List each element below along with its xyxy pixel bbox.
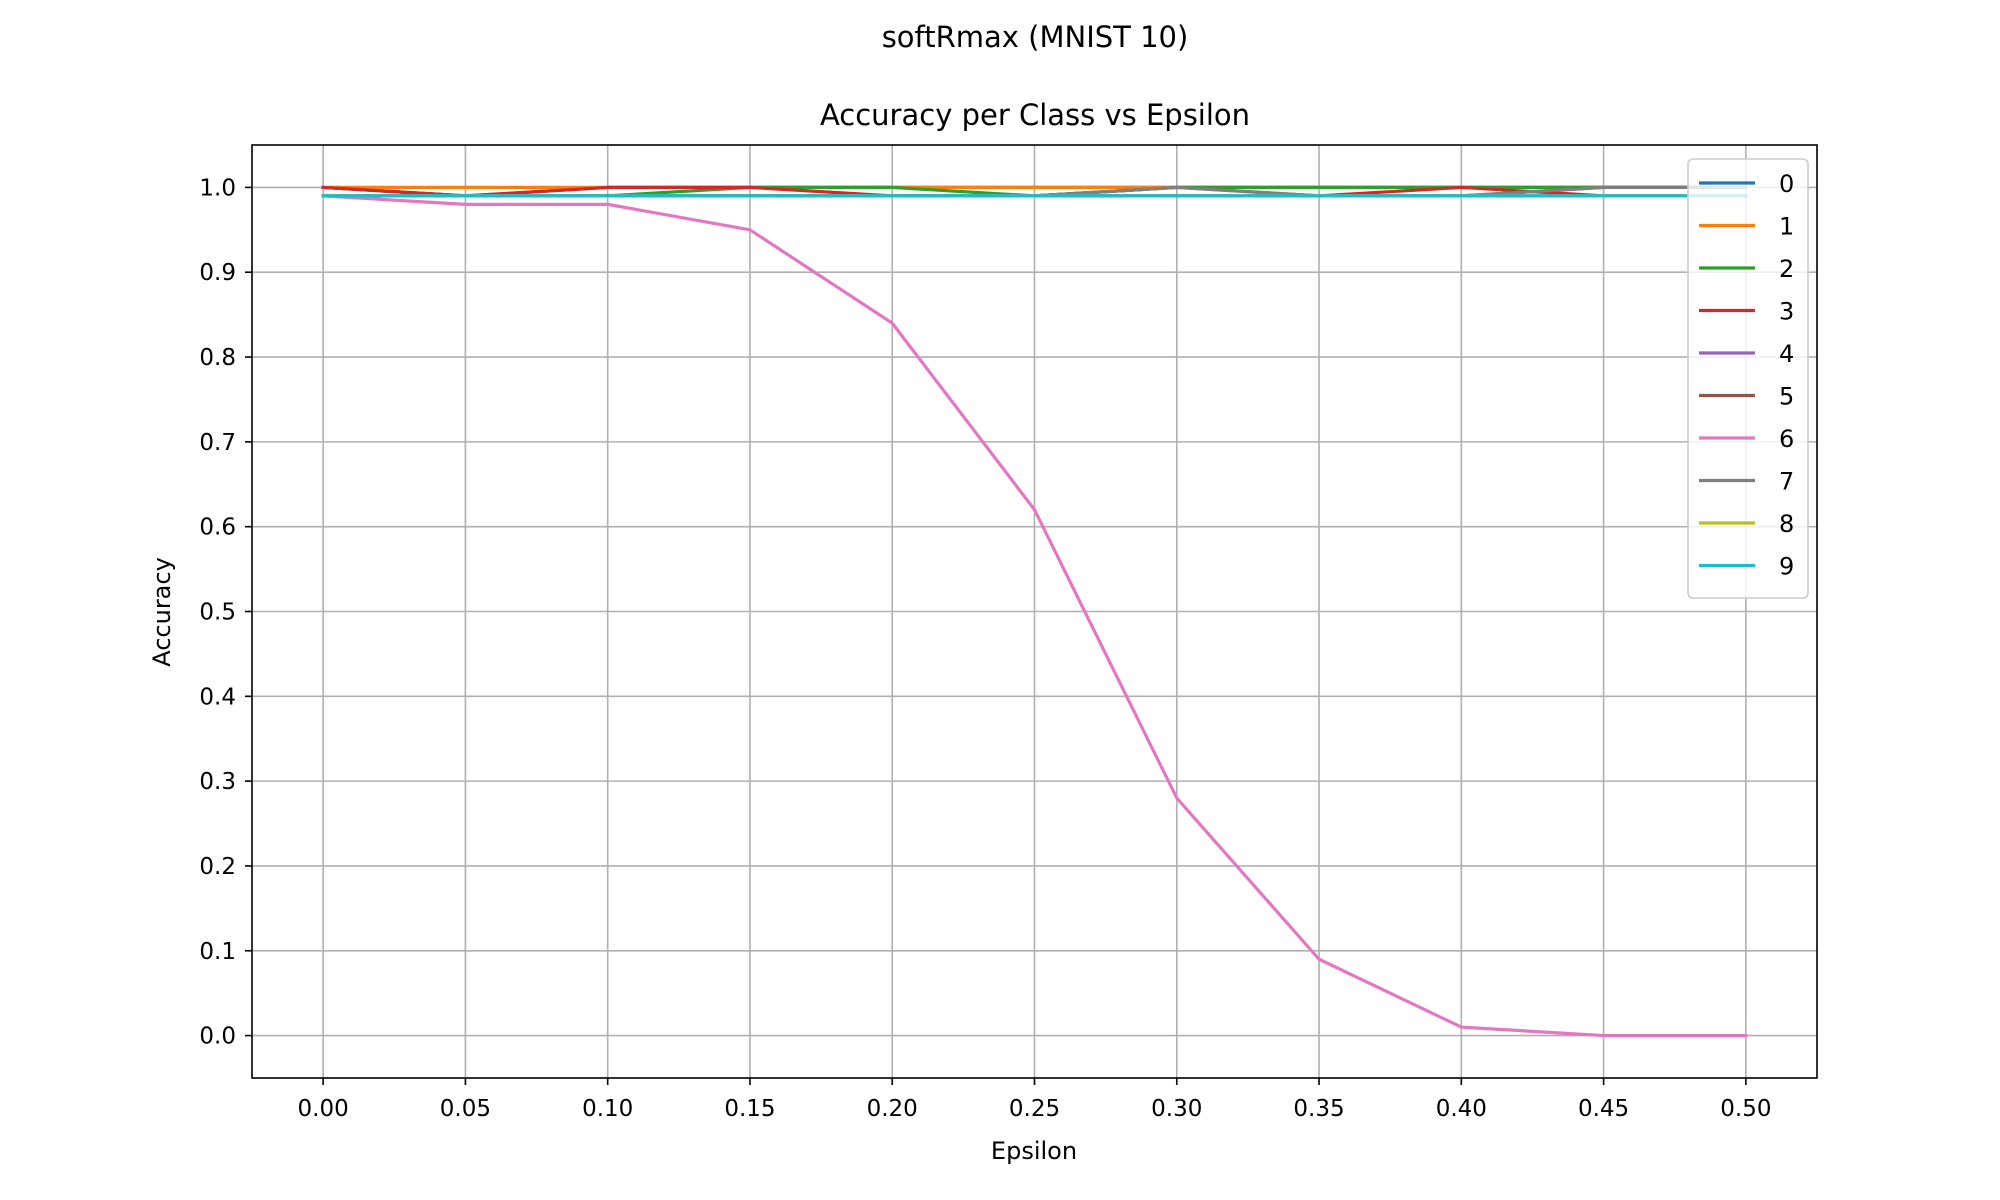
figure-suptitle: softRmax (MNIST 10) — [882, 20, 1189, 54]
legend-label-7: 7 — [1779, 468, 1794, 496]
x-tick-label: 0.50 — [1720, 1096, 1771, 1122]
legend-label-9: 9 — [1779, 553, 1794, 581]
y-tick-label: 0.4 — [199, 684, 236, 710]
y-axis-label: Accuracy — [148, 557, 176, 667]
y-tick-label: 0.8 — [199, 345, 236, 371]
legend-label-6: 6 — [1779, 425, 1794, 453]
legend-label-1: 1 — [1779, 213, 1794, 241]
legend-label-8: 8 — [1779, 510, 1794, 538]
x-tick-label: 0.20 — [867, 1096, 918, 1122]
y-tick-label: 1.0 — [199, 175, 236, 201]
legend-label-0: 0 — [1779, 170, 1794, 198]
legend-label-4: 4 — [1779, 340, 1794, 368]
legend-label-5: 5 — [1779, 383, 1794, 411]
x-tick-label: 0.10 — [582, 1096, 633, 1122]
y-tick-label: 0.7 — [199, 430, 236, 456]
x-tick-label: 0.00 — [298, 1096, 349, 1122]
y-tick-label: 0.2 — [199, 854, 236, 880]
x-axis-label: Epsilon — [991, 1137, 1077, 1165]
x-tick-label: 0.15 — [724, 1096, 775, 1122]
x-tick-label: 0.45 — [1578, 1096, 1629, 1122]
x-tick-label: 0.30 — [1151, 1096, 1202, 1122]
y-tick-label: 0.6 — [199, 515, 236, 541]
y-tick-label: 0.5 — [199, 600, 236, 626]
x-tick-label: 0.25 — [1009, 1096, 1060, 1122]
axis-ticks: 0.00 0.05 0.10 0.15 0.20 0.25 0.30 0.35 0.40 0.45… — [199, 175, 1771, 1122]
legend: 0 1 2 3 4 5 6 7 8 9 — [1687, 158, 1809, 599]
chart-title: Accuracy per Class vs Epsilon — [820, 98, 1250, 132]
x-tick-label: 0.05 — [440, 1096, 491, 1122]
y-tick-label: 0.0 — [199, 1024, 236, 1050]
y-tick-label: 0.9 — [199, 260, 236, 286]
legend-label-2: 2 — [1779, 255, 1794, 283]
y-tick-label: 0.3 — [199, 769, 236, 795]
legend-label-3: 3 — [1779, 298, 1794, 326]
y-tick-label: 0.1 — [199, 939, 236, 965]
series-line-6 — [321, 194, 1748, 1038]
x-tick-label: 0.40 — [1436, 1096, 1487, 1122]
x-tick-label: 0.35 — [1293, 1096, 1344, 1122]
series-lines — [321, 185, 1748, 1038]
